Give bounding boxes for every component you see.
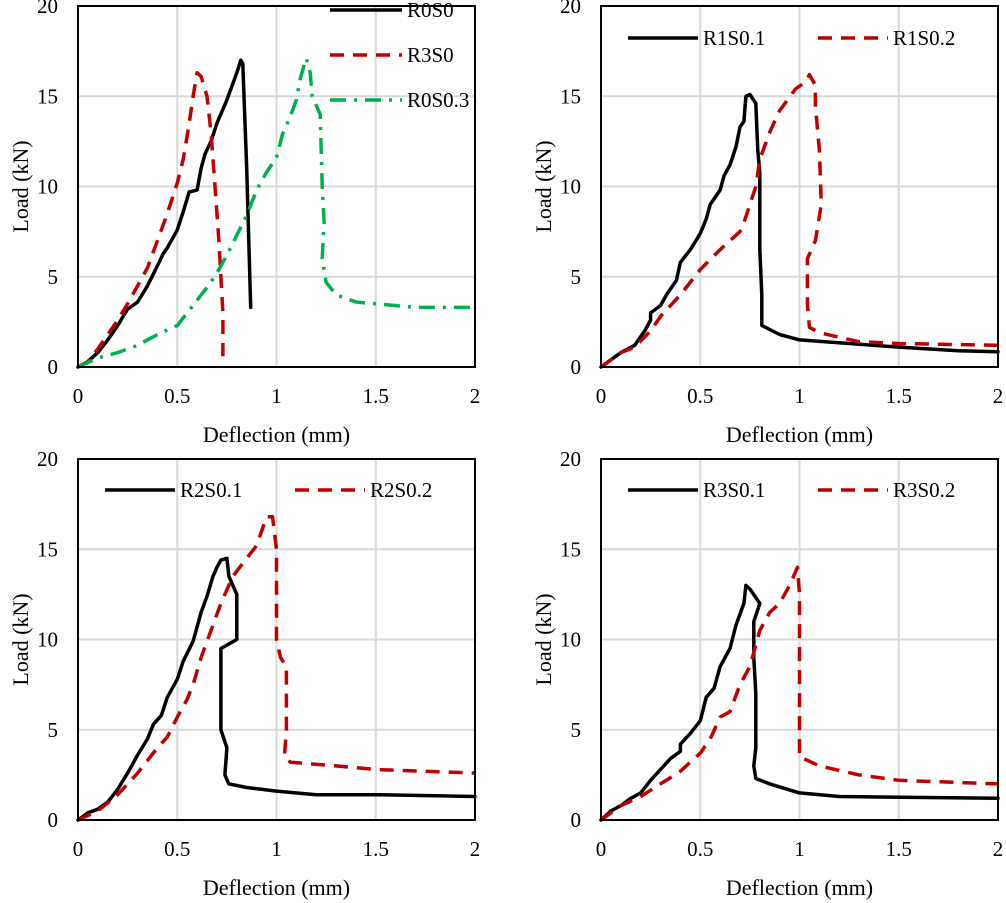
y-axis-label: Load (kN) (8, 140, 33, 232)
y-tick-label: 5 (48, 265, 59, 289)
legend-label: R3S0 (407, 43, 454, 67)
y-tick-label: 5 (571, 265, 582, 289)
legend-label: R0S0 (407, 0, 454, 22)
legend-label: R3S0.2 (893, 478, 955, 502)
x-tick-label: 0.5 (164, 837, 190, 861)
x-tick-label: 0 (73, 384, 84, 408)
x-tick-label: 2 (993, 837, 1004, 861)
y-axis-label: Load (kN) (8, 593, 33, 685)
y-tick-label: 20 (37, 447, 58, 471)
x-axis-label: Deflection (mm) (203, 422, 350, 447)
x-tick-label: 1 (271, 837, 282, 861)
y-tick-label: 0 (571, 355, 582, 379)
x-tick-label: 1 (794, 837, 805, 861)
x-tick-label: 1.5 (886, 384, 912, 408)
series-line-r2s0-2 (77, 515, 476, 822)
x-tick-label: 0 (596, 384, 607, 408)
x-tick-label: 1.5 (886, 837, 912, 861)
x-tick-label: 0.5 (687, 384, 713, 408)
legend-label: R3S0.1 (703, 478, 765, 502)
y-tick-label: 0 (48, 355, 59, 379)
x-tick-label: 1 (794, 384, 805, 408)
y-axis-label: Load (kN) (531, 140, 556, 232)
x-tick-label: 1 (271, 384, 282, 408)
y-tick-label: 20 (37, 0, 58, 18)
x-axis-label: Deflection (mm) (726, 422, 873, 447)
y-tick-label: 10 (37, 175, 58, 199)
x-tick-label: 0.5 (687, 837, 713, 861)
series-line-r0s0 (76, 58, 253, 369)
legend-label: R1S0.1 (703, 26, 765, 50)
plot-area-border (77, 458, 476, 821)
plot-area-border (77, 5, 476, 368)
y-tick-label: 0 (571, 808, 582, 832)
legend-label: R2S0.1 (180, 478, 242, 502)
x-tick-label: 2 (470, 384, 481, 408)
legend: R2S0.1 R2S0.2 (105, 478, 432, 502)
y-tick-label: 10 (37, 628, 58, 652)
x-tick-label: 0 (596, 837, 607, 861)
x-tick-label: 1.5 (363, 384, 389, 408)
series-line-r2s0-1 (76, 556, 477, 822)
y-tick-label: 5 (48, 718, 59, 742)
y-tick-label: 10 (560, 628, 581, 652)
legend: R3S0.1 R3S0.2 (628, 478, 955, 502)
x-tick-label: 2 (993, 384, 1004, 408)
series-line-r1s0-2 (599, 72, 999, 369)
legend-label: R2S0.2 (370, 478, 432, 502)
y-tick-label: 10 (560, 175, 581, 199)
y-tick-label: 15 (560, 537, 581, 561)
x-axis-label: Deflection (mm) (726, 875, 873, 900)
y-tick-label: 0 (48, 808, 59, 832)
y-tick-label: 15 (37, 537, 58, 561)
y-tick-label: 15 (37, 84, 58, 108)
y-tick-label: 5 (571, 718, 582, 742)
x-tick-label: 0 (73, 837, 84, 861)
series-line-r0s0-3 (77, 56, 475, 369)
legend-label: R1S0.2 (893, 26, 955, 50)
x-axis-label: Deflection (mm) (203, 875, 350, 900)
y-axis-label: Load (kN) (531, 593, 556, 685)
y-tick-label: 20 (560, 447, 581, 471)
legend-label: R0S0.3 (407, 88, 469, 112)
x-tick-label: 1.5 (363, 837, 389, 861)
x-tick-label: 2 (470, 837, 481, 861)
legend: R0S0 R3S0 R0S0.3 (330, 0, 469, 112)
series-line-r3s0-1 (599, 583, 1000, 822)
series-line-r3s0-2 (599, 565, 999, 822)
series-line-r1s0-1 (599, 92, 1000, 369)
y-tick-label: 15 (560, 84, 581, 108)
series-line-r3s0 (77, 71, 225, 369)
legend: R1S0.1 R1S0.2 (628, 26, 955, 50)
plot-area-border (600, 5, 999, 368)
plot-area-border (600, 458, 999, 821)
y-tick-label: 20 (560, 0, 581, 18)
x-tick-label: 0.5 (164, 384, 190, 408)
